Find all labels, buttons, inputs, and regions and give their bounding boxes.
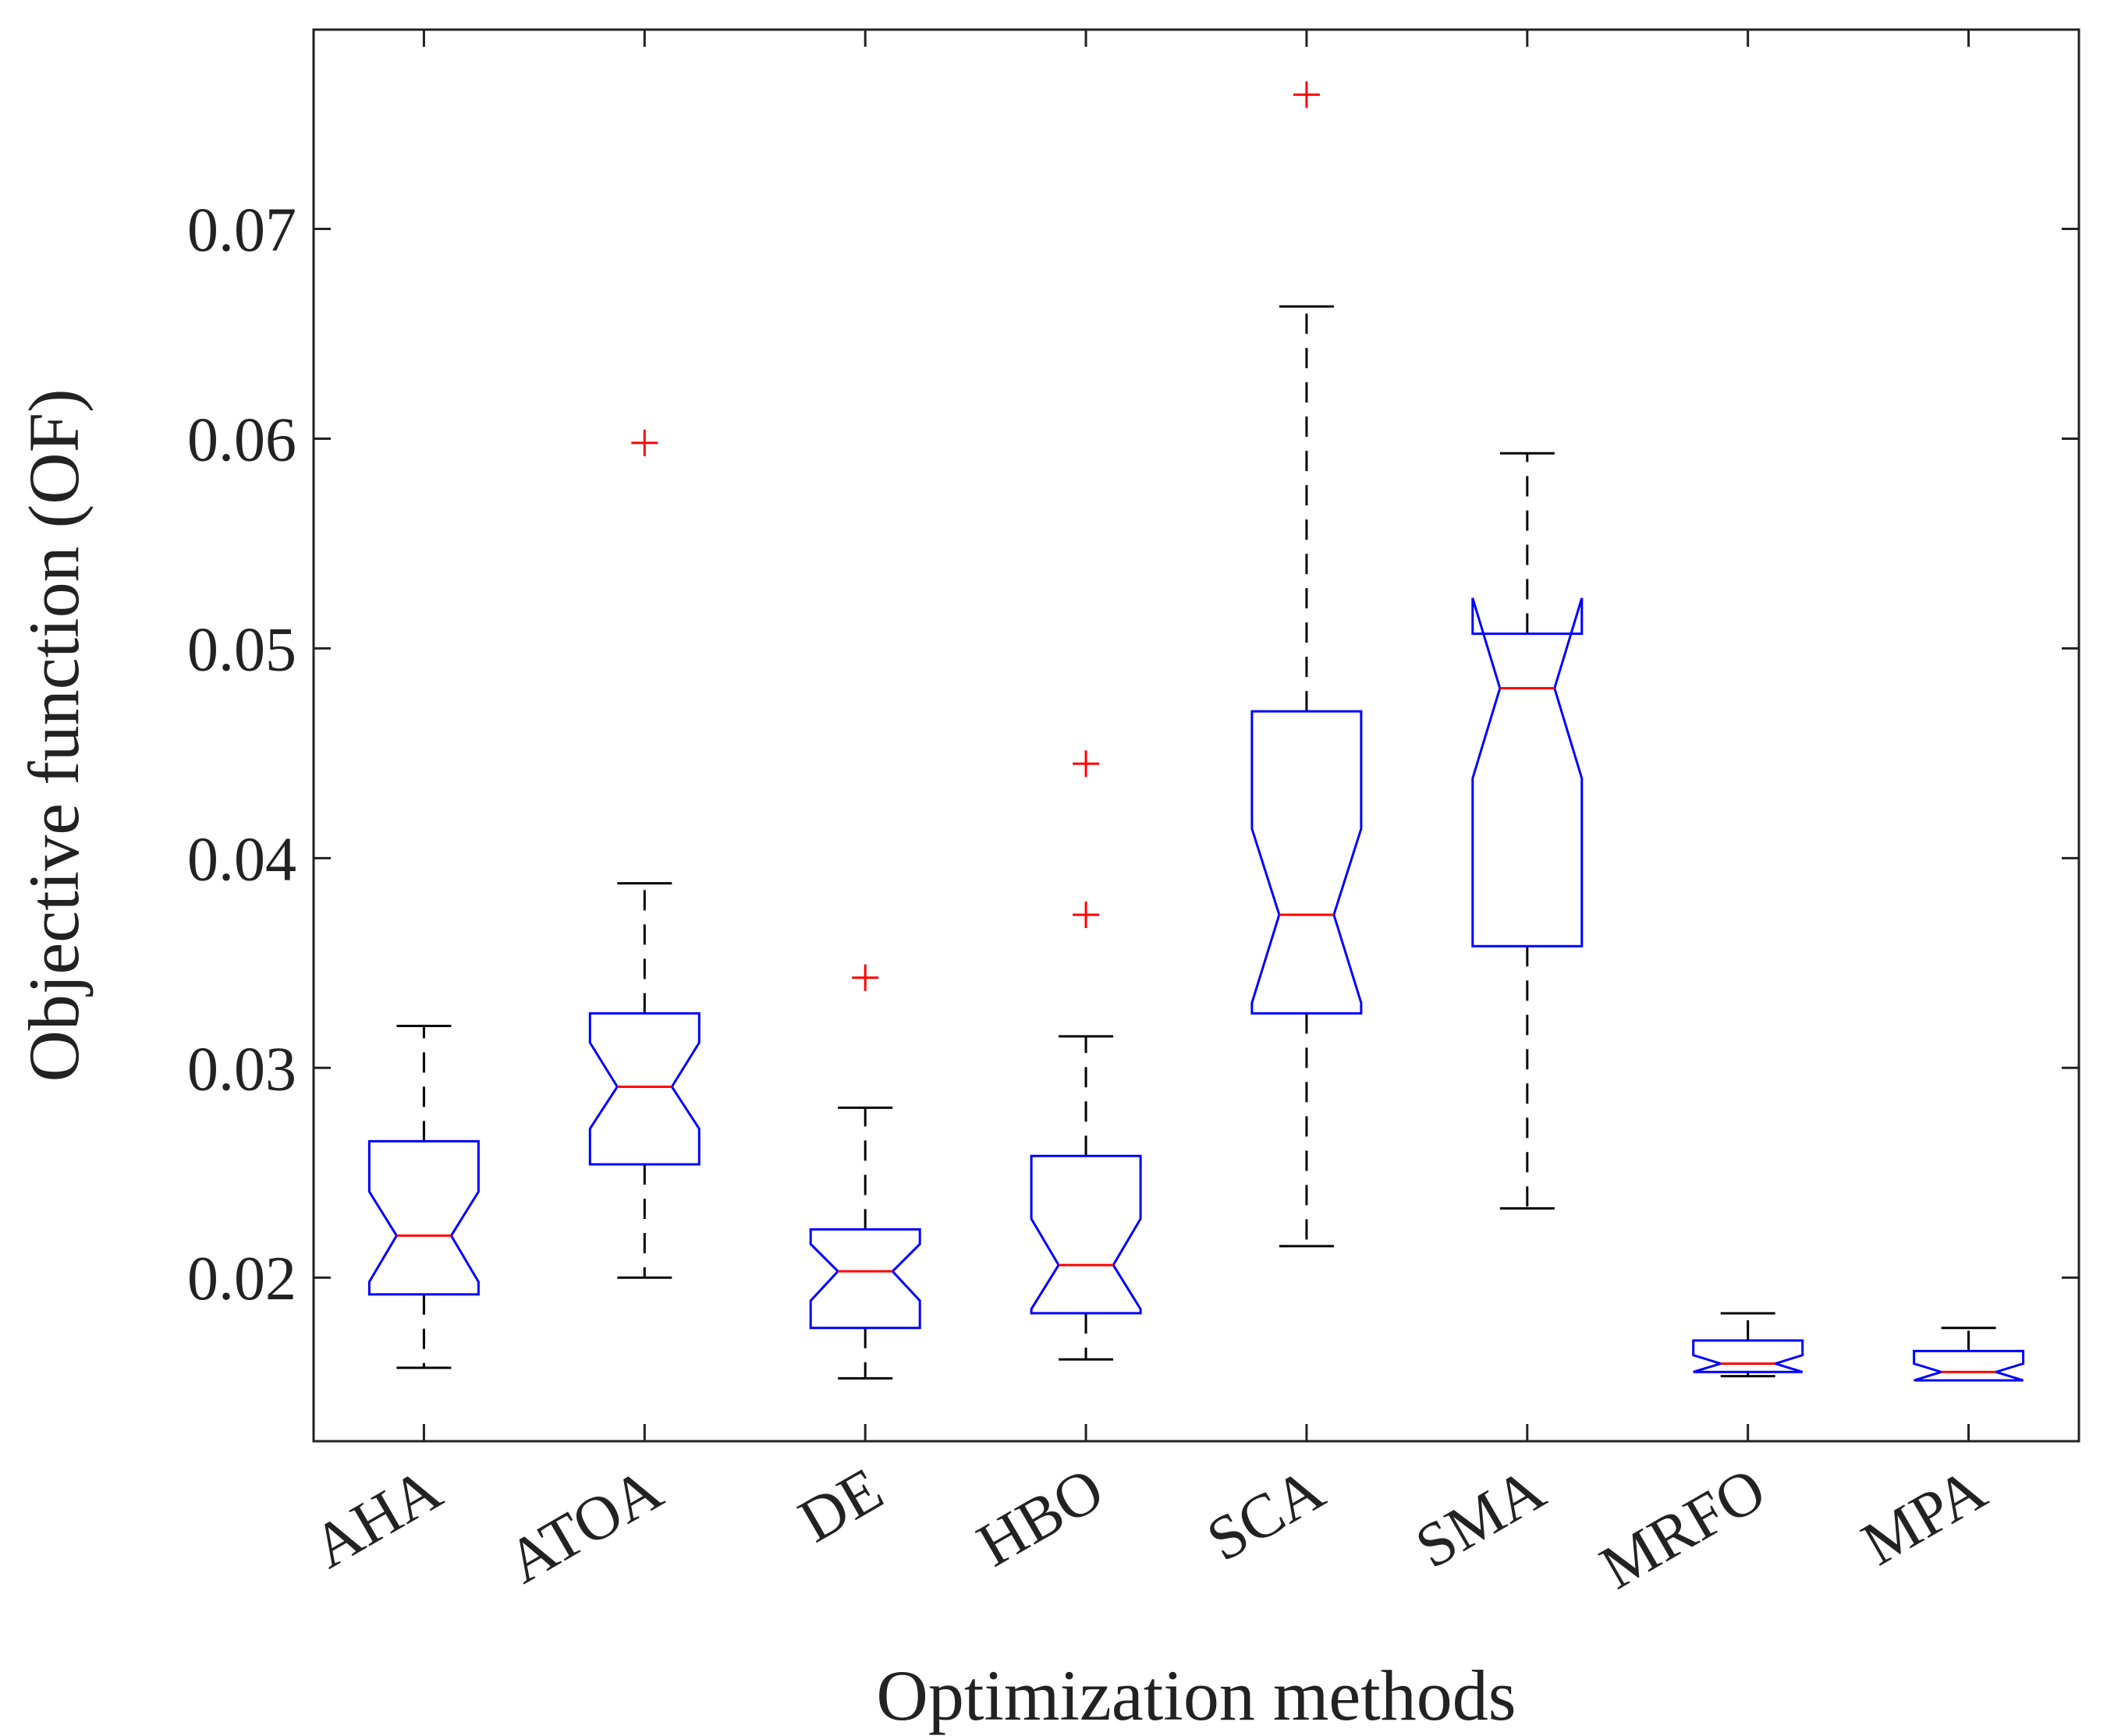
y-tick-label: 0.02 — [187, 1245, 296, 1313]
x-tick-label: SCA — [1196, 1454, 1335, 1575]
box-body — [588, 1011, 701, 1166]
outlier-marker — [1073, 750, 1100, 778]
x-tick-label: MRFO — [1589, 1454, 1776, 1603]
y-tick-label: 0.07 — [187, 196, 296, 264]
box-mpa — [1913, 1327, 2025, 1382]
y-tick-label: 0.06 — [187, 406, 296, 474]
y-tick-label: 0.04 — [187, 825, 296, 894]
box-body — [1030, 1154, 1142, 1315]
x-tick-label: AHA — [301, 1454, 452, 1582]
box-sma — [1471, 452, 1584, 1210]
axes — [312, 28, 2080, 1443]
x-tick-label: HBO — [967, 1454, 1115, 1580]
box-body — [1250, 710, 1363, 1015]
outlier-marker — [852, 964, 879, 991]
labels: Optimization methods Objective function … — [14, 196, 1998, 1735]
box-sca — [1250, 81, 1363, 1248]
box-atoa — [588, 429, 701, 1279]
box-body — [1913, 1349, 2025, 1382]
box-body — [367, 1139, 480, 1296]
x-tick-label: SMA — [1405, 1454, 1556, 1582]
outlier-marker — [631, 429, 658, 456]
box-hbo — [1030, 750, 1142, 1361]
box-aha — [367, 1024, 480, 1369]
x-tick-label: MPA — [1851, 1454, 1998, 1578]
outlier-marker — [1073, 901, 1100, 928]
box-body — [809, 1228, 921, 1330]
plot-area — [367, 81, 2025, 1382]
y-tick-label: 0.05 — [187, 615, 296, 684]
box-mrfo — [1692, 1312, 1804, 1378]
box-body — [1471, 597, 1584, 948]
axes-frame — [312, 28, 2080, 1443]
x-tick-label: ATOA — [496, 1454, 674, 1596]
outlier-marker — [1293, 81, 1320, 108]
x-tick-label: DE — [788, 1454, 894, 1556]
y-axis-title: Objective function (OF) — [14, 388, 94, 1082]
box-de — [809, 964, 921, 1380]
box-body — [1692, 1339, 1804, 1373]
y-tick-label: 0.03 — [187, 1035, 296, 1104]
x-axis-title: Optimization methods — [876, 1656, 1516, 1735]
